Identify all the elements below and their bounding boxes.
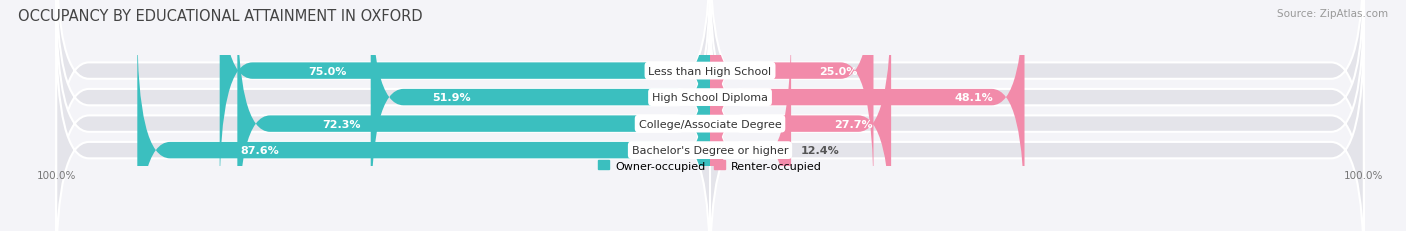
FancyBboxPatch shape <box>371 0 710 222</box>
Text: Less than High School: Less than High School <box>648 66 772 76</box>
FancyBboxPatch shape <box>56 0 710 195</box>
Text: 27.7%: 27.7% <box>834 119 873 129</box>
FancyBboxPatch shape <box>138 27 710 231</box>
FancyBboxPatch shape <box>710 0 891 231</box>
Text: Source: ZipAtlas.com: Source: ZipAtlas.com <box>1277 9 1388 19</box>
FancyBboxPatch shape <box>710 0 873 195</box>
FancyBboxPatch shape <box>56 0 710 231</box>
Text: 75.0%: 75.0% <box>308 66 346 76</box>
Text: 12.4%: 12.4% <box>801 146 839 155</box>
Text: College/Associate Degree: College/Associate Degree <box>638 119 782 129</box>
Text: 51.9%: 51.9% <box>432 93 471 103</box>
Text: OCCUPANCY BY EDUCATIONAL ATTAINMENT IN OXFORD: OCCUPANCY BY EDUCATIONAL ATTAINMENT IN O… <box>18 9 423 24</box>
Text: Bachelor's Degree or higher: Bachelor's Degree or higher <box>631 146 789 155</box>
Text: 48.1%: 48.1% <box>955 93 993 103</box>
Text: High School Diploma: High School Diploma <box>652 93 768 103</box>
FancyBboxPatch shape <box>710 0 1025 222</box>
FancyBboxPatch shape <box>710 0 1364 222</box>
Legend: Owner-occupied, Renter-occupied: Owner-occupied, Renter-occupied <box>593 156 827 175</box>
FancyBboxPatch shape <box>238 0 710 231</box>
Text: 87.6%: 87.6% <box>240 146 280 155</box>
Text: 25.0%: 25.0% <box>818 66 858 76</box>
FancyBboxPatch shape <box>710 0 1364 195</box>
FancyBboxPatch shape <box>710 27 792 231</box>
FancyBboxPatch shape <box>56 27 710 231</box>
FancyBboxPatch shape <box>56 0 710 222</box>
FancyBboxPatch shape <box>710 27 1364 231</box>
FancyBboxPatch shape <box>710 0 1364 231</box>
Text: 72.3%: 72.3% <box>322 119 361 129</box>
FancyBboxPatch shape <box>219 0 710 195</box>
